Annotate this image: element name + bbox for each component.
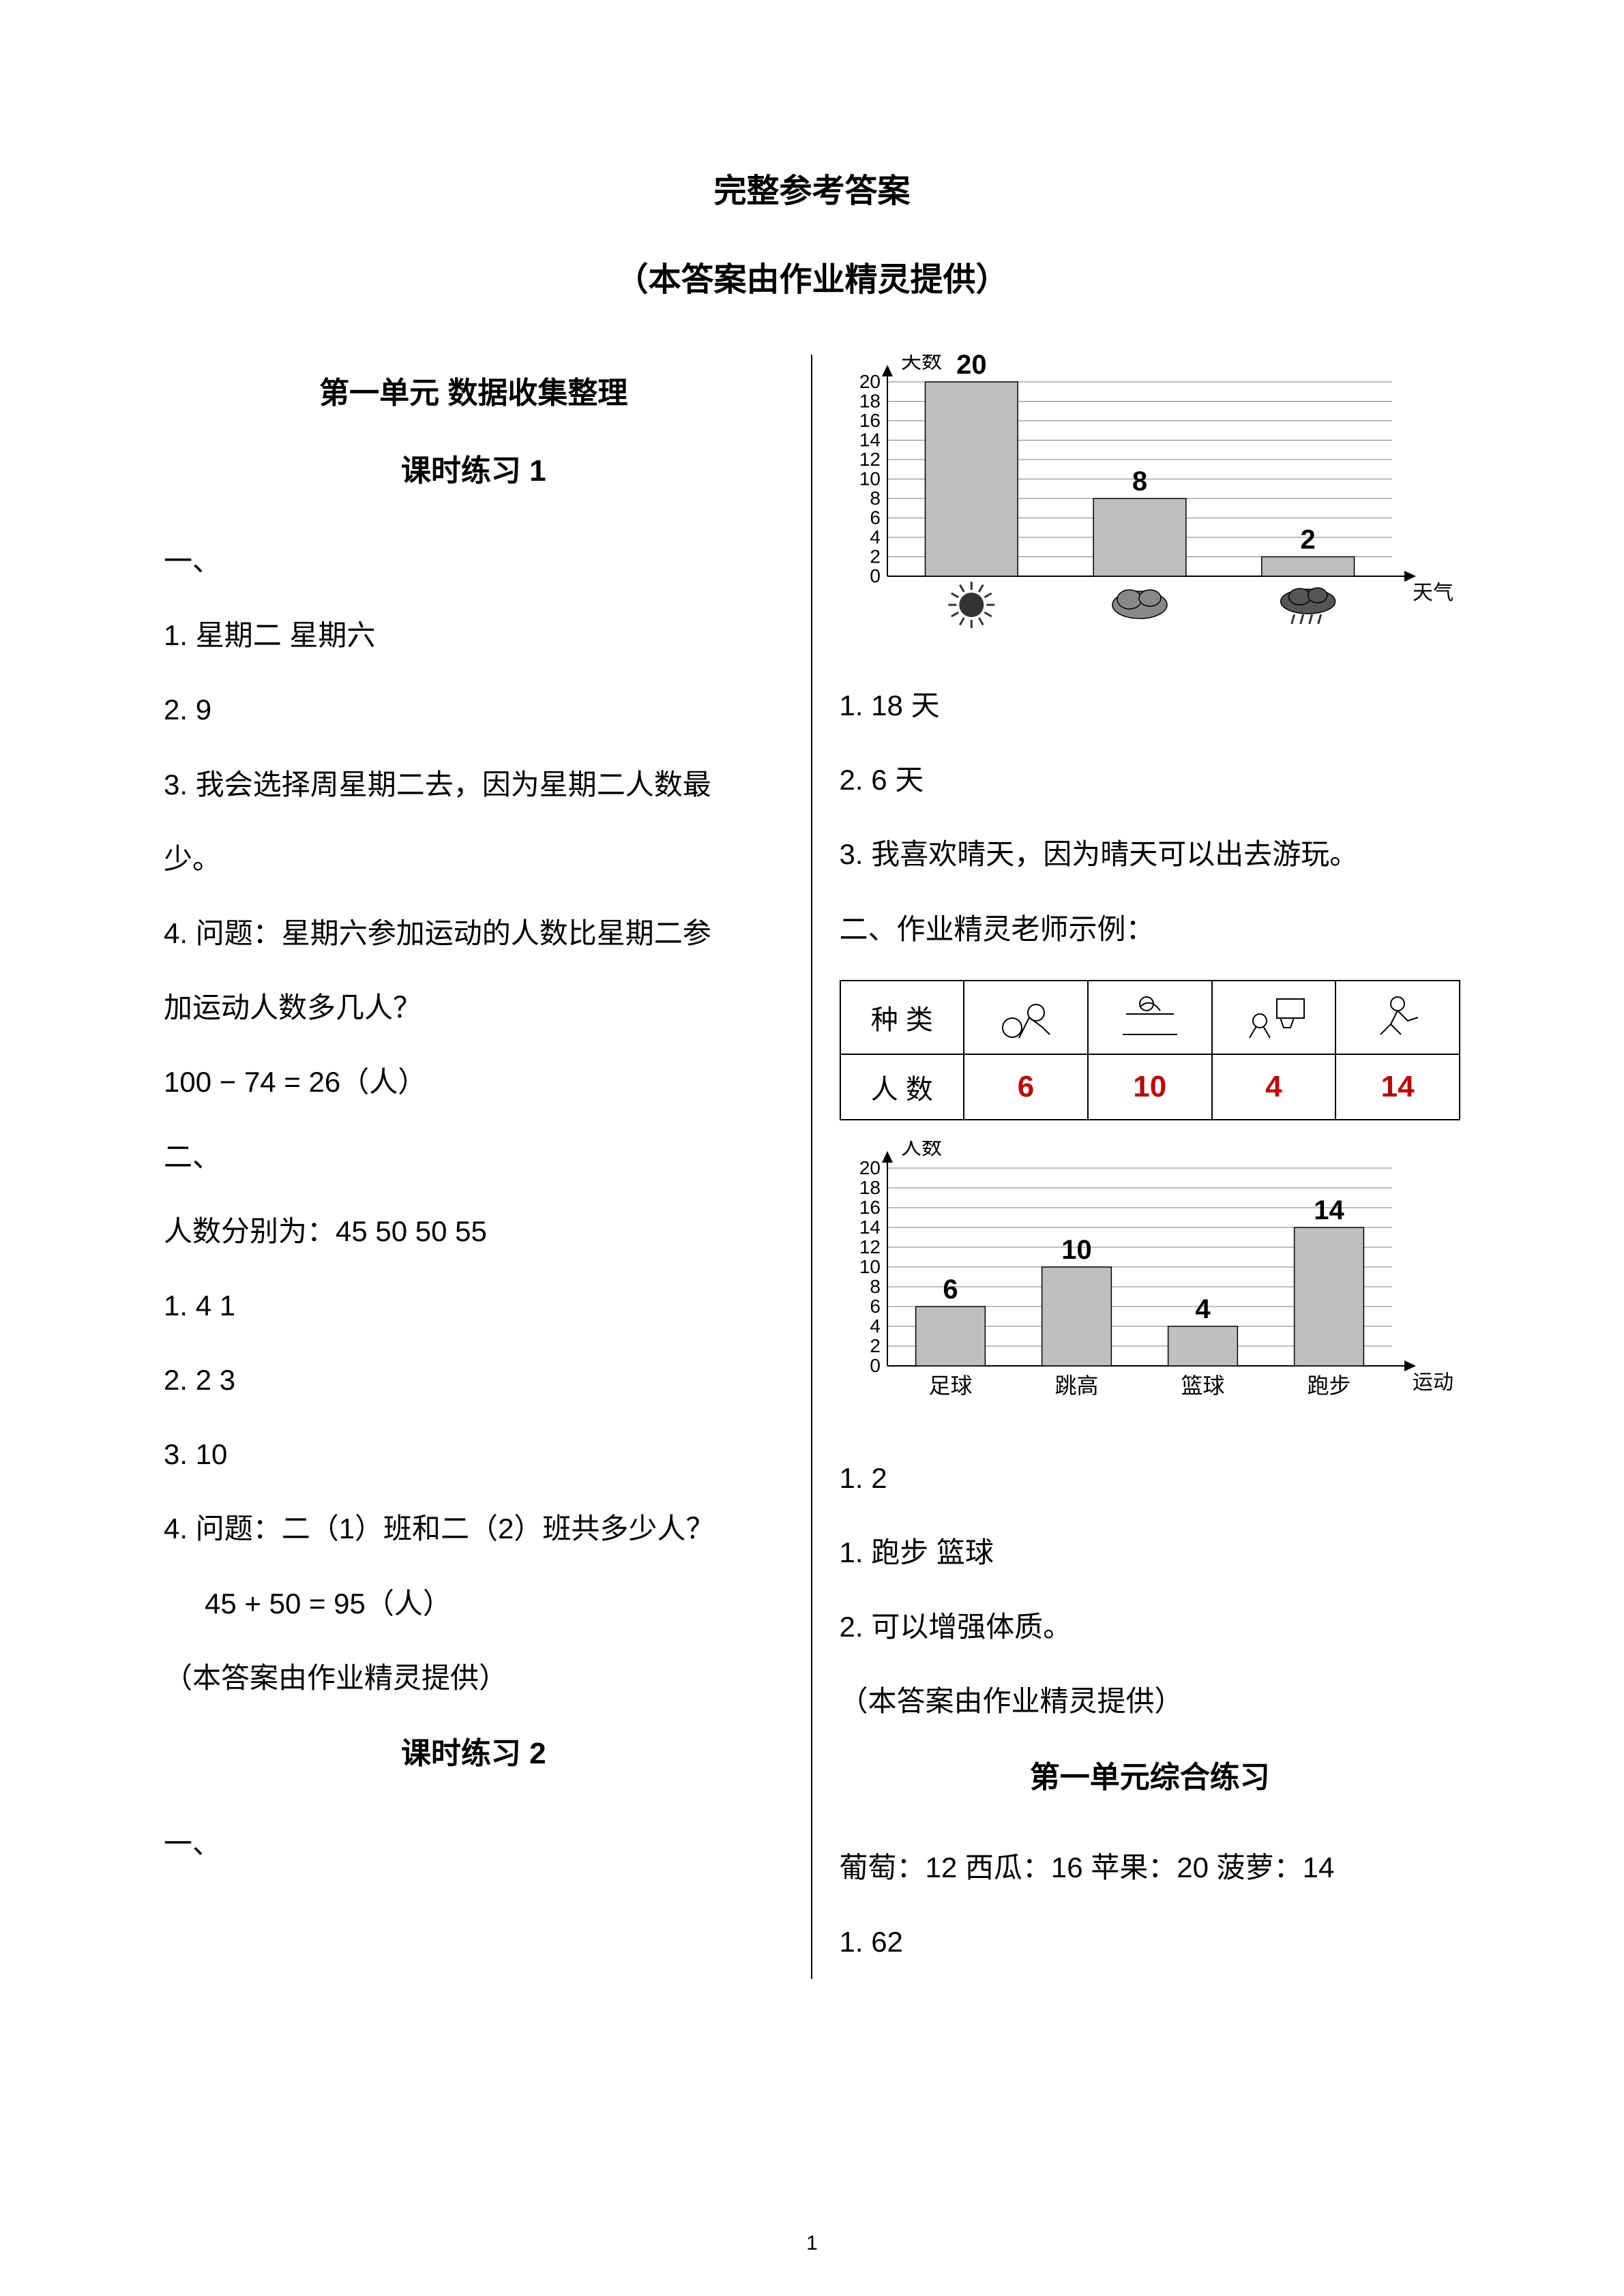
unit-review-title: 第一单元综合练习 — [840, 1753, 1461, 1796]
answer-line: 4. 问题：二（1）班和二（2）班共多少人？ — [164, 1491, 784, 1566]
answer-line: 2. 9 — [164, 672, 784, 747]
answer-line: 二、作业精灵老师示例： — [840, 892, 1461, 966]
answer-line: 少。 — [164, 822, 784, 896]
svg-text:12: 12 — [859, 1236, 880, 1257]
svg-text:10: 10 — [859, 468, 880, 490]
sport-icon-cell — [1088, 981, 1212, 1054]
answer-line: 葡萄：12 西瓜：16 苹果：20 菠萝：14 — [840, 1830, 1461, 1905]
main-title: 完整参考答案 — [136, 164, 1488, 211]
svg-text:20: 20 — [859, 371, 880, 392]
sport-icon-cell — [1212, 981, 1336, 1054]
table-cell: 6 — [964, 1054, 1088, 1120]
sports-bar-chart: 02468101214161820人数运动项目6足球10跳高4篮球14跑步 — [840, 1141, 1461, 1414]
credit-line: （本答案由作业精灵提供） — [840, 1664, 1461, 1738]
svg-text:篮球: 篮球 — [1181, 1373, 1224, 1398]
svg-text:14: 14 — [859, 1217, 880, 1238]
svg-text:运动项目: 运动项目 — [1413, 1371, 1453, 1394]
svg-text:4: 4 — [1195, 1294, 1211, 1324]
sport-icon-cell — [1335, 981, 1460, 1054]
svg-text:16: 16 — [859, 410, 880, 431]
answer-line: 100 − 74 = 26（人） — [164, 1045, 784, 1119]
answer-line: 1. 星期二 星期六 — [164, 598, 784, 672]
unit-title: 第一单元 数据收集整理 — [164, 368, 784, 412]
svg-text:0: 0 — [870, 565, 881, 586]
weather-bar-chart: 02468101214161820天数天气2082 — [840, 355, 1461, 641]
table-cell: 4 — [1212, 1054, 1336, 1120]
two-column-layout: 第一单元 数据收集整理 课时练习 1 一、 1. 星期二 星期六 2. 9 3.… — [136, 355, 1488, 1979]
svg-text:足球: 足球 — [928, 1373, 972, 1398]
answer-line: 1. 4 1 — [164, 1268, 784, 1343]
svg-text:4: 4 — [870, 1315, 881, 1337]
svg-text:20: 20 — [859, 1157, 880, 1178]
page-number: 1 — [806, 2232, 818, 2255]
table-row: 种 类 — [840, 981, 1460, 1054]
svg-text:人数: 人数 — [901, 1141, 942, 1159]
svg-text:4: 4 — [870, 526, 881, 548]
svg-text:18: 18 — [859, 1177, 880, 1198]
lesson2-title: 课时练习 2 — [164, 1729, 784, 1772]
svg-text:6: 6 — [870, 1296, 881, 1317]
football-icon — [988, 994, 1063, 1041]
left-column: 第一单元 数据收集整理 课时练习 1 一、 1. 星期二 星期六 2. 9 3.… — [136, 355, 812, 1979]
answer-line: 2. 6 天 — [840, 743, 1461, 817]
svg-text:跑步: 跑步 — [1307, 1373, 1350, 1398]
svg-text:20: 20 — [956, 355, 987, 380]
svg-text:8: 8 — [1132, 466, 1147, 496]
svg-text:14: 14 — [1314, 1195, 1344, 1225]
sub-title: （本答案由作业精灵提供） — [136, 252, 1488, 300]
answer-line: 1. 18 天 — [840, 668, 1461, 743]
table-row: 人 数 6 10 4 14 — [840, 1054, 1460, 1120]
page: 完整参考答案 （本答案由作业精灵提供） 第一单元 数据收集整理 课时练习 1 一… — [0, 0, 1624, 2296]
svg-text:8: 8 — [870, 1276, 881, 1297]
answer-line: 4. 问题：星期六参加运动的人数比星期二参 — [164, 896, 784, 970]
svg-text:10: 10 — [1061, 1235, 1092, 1265]
svg-text:16: 16 — [859, 1197, 880, 1218]
table-row-label: 人 数 — [840, 1054, 964, 1120]
credit-line: （本答案由作业精灵提供） — [164, 1641, 784, 1715]
svg-text:12: 12 — [859, 449, 880, 470]
answer-line: 人数分别为：45 50 50 55 — [164, 1194, 784, 1268]
answer-line: 1. 62 — [840, 1905, 1461, 1979]
answer-line: 3. 10 — [164, 1417, 784, 1491]
svg-text:6: 6 — [943, 1274, 958, 1304]
svg-text:2: 2 — [870, 1335, 881, 1356]
svg-text:天数: 天数 — [901, 355, 942, 373]
answer-line: 1. 跑步 篮球 — [840, 1515, 1461, 1590]
table-header-cell: 种 类 — [840, 981, 964, 1054]
svg-text:8: 8 — [870, 488, 881, 509]
answer-line: 加运动人数多几人？ — [164, 970, 784, 1045]
basketball-icon — [1236, 994, 1311, 1041]
svg-text:跳高: 跳高 — [1054, 1373, 1098, 1398]
answer-line: 2. 可以增强体质。 — [840, 1590, 1461, 1664]
running-icon — [1360, 994, 1435, 1041]
table-cell: 14 — [1335, 1054, 1460, 1120]
answer-line: 2. 2 3 — [164, 1343, 784, 1417]
sport-icon-cell — [964, 981, 1088, 1054]
section-marker: 一、 — [164, 524, 784, 598]
svg-text:天气: 天气 — [1413, 582, 1453, 604]
section-marker: 一、 — [164, 1806, 784, 1881]
chart-svg: 02468101214161820天数天气2082 — [840, 355, 1453, 641]
lesson1-title: 课时练习 1 — [164, 446, 784, 490]
svg-text:10: 10 — [859, 1256, 880, 1277]
section-marker: 二、 — [164, 1120, 784, 1194]
chart-svg: 02468101214161820人数运动项目6足球10跳高4篮球14跑步 — [840, 1141, 1453, 1414]
svg-text:0: 0 — [870, 1355, 881, 1376]
table-cell: 10 — [1088, 1054, 1212, 1120]
answer-line: 45 + 50 = 95（人） — [164, 1566, 784, 1641]
svg-text:18: 18 — [859, 391, 880, 412]
sports-table: 种 类 — [840, 980, 1461, 1120]
svg-text:2: 2 — [1300, 525, 1315, 555]
highjump-icon — [1112, 994, 1187, 1041]
answer-line: 3. 我会选择周星期二去，因为星期二人数最 — [164, 747, 784, 822]
right-column: 02468101214161820天数天气2082 1. 18 天 2. 6 天… — [812, 355, 1488, 1979]
answer-line: 1. 2 — [840, 1441, 1461, 1515]
svg-text:14: 14 — [859, 430, 880, 451]
svg-text:2: 2 — [870, 546, 881, 567]
svg-text:6: 6 — [870, 507, 881, 528]
answer-line: 3. 我喜欢晴天，因为晴天可以出去游玩。 — [840, 817, 1461, 891]
